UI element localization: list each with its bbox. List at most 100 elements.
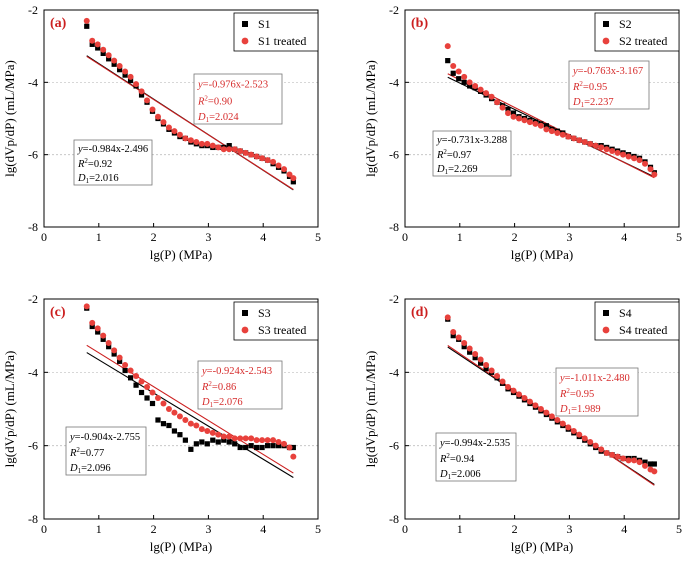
point-untreated	[133, 382, 139, 388]
y-tick-label: -6	[28, 148, 38, 162]
point-treated	[270, 437, 277, 444]
point-treated	[461, 340, 468, 346]
plot-frame	[404, 298, 680, 520]
point-untreated	[95, 45, 101, 51]
d-sub: 1	[448, 473, 452, 481]
annot-box	[65, 426, 147, 476]
x-axis-label: lg(P) (MPa)	[511, 539, 573, 554]
x-tick-label: 0	[402, 230, 408, 244]
point-treated	[483, 362, 490, 368]
annot-box	[193, 73, 283, 125]
point-untreated	[111, 61, 117, 67]
annot-d1: D1=2.024	[197, 112, 239, 124]
point-treated	[182, 135, 189, 142]
x-tick-label: 2	[151, 522, 157, 536]
point-untreated	[100, 336, 106, 342]
point-treated	[122, 68, 129, 75]
legend-label-untreated: S2	[619, 17, 632, 31]
legend-label-treated: S1 treated	[258, 34, 306, 48]
y-tick-label: -4	[389, 75, 399, 89]
point-untreated	[95, 329, 101, 335]
point-treated	[237, 435, 244, 442]
point-treated	[581, 435, 588, 442]
point-treated	[176, 131, 183, 138]
x-tick-label: 2	[512, 230, 518, 244]
point-treated	[83, 303, 90, 310]
r2-sup: 2	[579, 80, 583, 88]
annot-equation: y=-0.904x-2.755	[69, 432, 140, 443]
x-tick-label: 5	[315, 522, 321, 536]
r2-sup: 2	[204, 94, 208, 102]
point-treated	[592, 442, 599, 449]
panel-label: (c)	[50, 305, 66, 320]
annot-equation: y=-0.984x-2.496	[77, 144, 148, 155]
r2-value: =0.77	[80, 448, 104, 459]
point-treated	[138, 88, 145, 95]
r2-r: R	[436, 150, 444, 161]
point-untreated	[232, 441, 238, 447]
x-tick-label: 1	[457, 522, 463, 536]
x-tick-label: 2	[151, 230, 157, 244]
point-treated	[193, 422, 200, 429]
point-treated	[133, 373, 140, 379]
point-untreated	[275, 443, 282, 449]
point-untreated	[461, 79, 467, 85]
eq-y: y	[439, 438, 445, 449]
annot-d1: D1=2.006	[439, 469, 481, 481]
fit-line	[86, 344, 294, 474]
x-tick-label: 0	[41, 522, 47, 536]
point-treated	[620, 455, 627, 462]
series-circle	[83, 303, 297, 460]
y-tick-label: -2	[389, 3, 399, 17]
r2-r: R	[77, 159, 85, 170]
legend-marker-untreated	[603, 310, 609, 316]
point-treated	[598, 144, 605, 151]
series-circle	[444, 43, 658, 178]
point-untreated	[177, 432, 183, 438]
x-tick-label: 4	[260, 230, 266, 244]
point-treated	[171, 409, 178, 416]
point-treated	[160, 400, 167, 407]
point-untreated	[199, 439, 205, 445]
legend-box	[594, 301, 680, 341]
d-d: D	[197, 112, 206, 123]
point-treated	[111, 57, 118, 64]
point-untreated	[290, 444, 296, 451]
x-tick-label: 1	[96, 230, 102, 244]
point-treated	[636, 157, 643, 164]
annot-d1: D1=2.237	[572, 97, 614, 109]
x-tick-label: 1	[96, 522, 102, 536]
point-treated	[444, 43, 451, 50]
point-treated	[242, 149, 249, 156]
legend-marker-untreated	[242, 21, 248, 27]
point-treated	[565, 133, 572, 140]
panel-label: (d)	[411, 305, 428, 320]
point-treated	[548, 128, 555, 135]
y-tick-label: -2	[28, 3, 38, 17]
point-treated	[614, 149, 621, 156]
point-untreated	[166, 422, 172, 429]
legend-label-untreated: S3	[258, 306, 271, 320]
point-treated	[565, 424, 572, 431]
point-untreated	[215, 439, 221, 445]
d-d: D	[436, 164, 445, 175]
d-d: D	[77, 173, 86, 184]
point-untreated	[642, 459, 648, 465]
point-treated	[264, 437, 271, 444]
point-untreated	[127, 77, 134, 84]
eq-rest: =-0.904x-2.755	[75, 432, 140, 443]
point-treated	[149, 106, 156, 113]
point-treated	[466, 345, 473, 352]
point-treated	[636, 459, 643, 466]
point-treated	[450, 329, 457, 335]
plot-frame	[43, 9, 319, 228]
x-tick-label: 2	[512, 522, 518, 536]
point-untreated	[188, 446, 194, 452]
x-axis-label: lg(P) (MPa)	[511, 247, 573, 262]
point-untreated	[472, 355, 478, 361]
point-untreated	[647, 461, 654, 467]
point-treated	[543, 126, 550, 133]
x-tick-label: 3	[205, 230, 211, 244]
annot-r2: R2=0.95	[572, 80, 607, 93]
